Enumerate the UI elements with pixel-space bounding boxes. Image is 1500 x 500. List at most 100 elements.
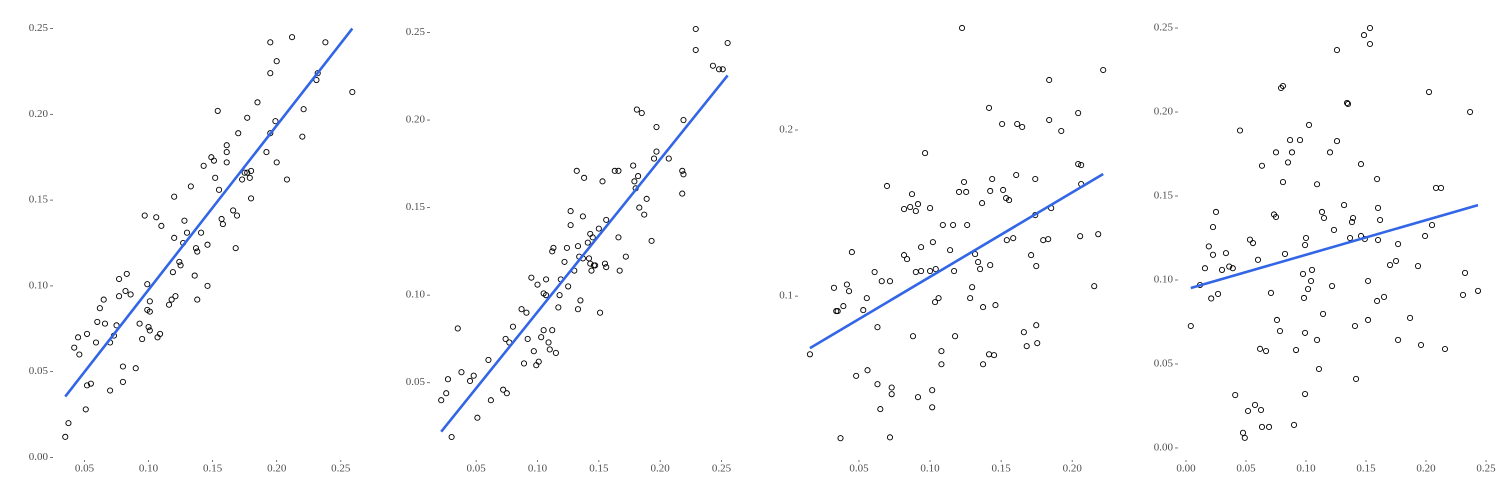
- point: [1461, 269, 1469, 276]
- y-tick-label: 0.00: [1154, 441, 1174, 453]
- point: [1212, 208, 1220, 216]
- point: [1365, 316, 1372, 324]
- point: [538, 334, 545, 341]
- point: [1249, 239, 1257, 247]
- point: [1386, 261, 1394, 269]
- point: [1244, 407, 1252, 415]
- y-tick-label: 0.10: [406, 289, 426, 301]
- point: [1257, 345, 1264, 352]
- point: [1348, 218, 1356, 226]
- point: [1075, 109, 1082, 117]
- point: [581, 174, 588, 181]
- point: [248, 195, 255, 202]
- point: [719, 66, 726, 73]
- point: [443, 390, 450, 397]
- x-tick-label: 0.25: [331, 463, 351, 475]
- point: [83, 330, 91, 337]
- point: [653, 148, 660, 155]
- point: [300, 106, 307, 113]
- point: [119, 378, 126, 385]
- point: [1284, 159, 1292, 166]
- point: [641, 211, 648, 218]
- point: [543, 292, 550, 299]
- y-tick-label: 0.25: [29, 22, 49, 34]
- point: [929, 404, 936, 411]
- point: [1395, 240, 1402, 248]
- point: [985, 351, 993, 358]
- point: [573, 167, 580, 174]
- point: [1293, 346, 1300, 354]
- y-tick-label: 0.15: [1154, 190, 1174, 202]
- point: [181, 217, 188, 224]
- point: [918, 244, 925, 251]
- fit-line: [1190, 203, 1479, 290]
- point: [679, 190, 686, 197]
- point: [878, 278, 885, 285]
- y-tick-label: 0.15: [29, 194, 49, 206]
- point: [1288, 149, 1296, 156]
- point: [204, 282, 211, 289]
- point: [830, 284, 838, 291]
- point: [584, 239, 591, 246]
- point: [503, 390, 510, 397]
- point: [980, 304, 987, 311]
- point: [62, 433, 69, 440]
- point: [107, 387, 114, 394]
- point: [444, 376, 451, 383]
- point: [912, 208, 919, 215]
- point: [248, 167, 255, 175]
- point: [900, 206, 908, 213]
- point: [267, 39, 274, 46]
- point: [244, 114, 251, 121]
- point: [843, 281, 850, 288]
- point: [616, 267, 623, 274]
- fit-line: [440, 74, 729, 433]
- point: [806, 351, 813, 358]
- point: [1374, 175, 1381, 183]
- point: [241, 169, 248, 176]
- point: [546, 346, 553, 353]
- point: [474, 414, 481, 421]
- point: [874, 324, 881, 331]
- point: [1003, 237, 1010, 244]
- point: [550, 244, 557, 251]
- y-tick-label: 0.25: [406, 26, 426, 38]
- y-tick-label: 0.1: [779, 290, 793, 302]
- y-tick-label: 0.20: [29, 108, 49, 120]
- point: [912, 268, 919, 276]
- point: [603, 216, 610, 223]
- point: [283, 176, 291, 183]
- point: [524, 335, 531, 342]
- point: [611, 167, 618, 174]
- point: [987, 262, 994, 269]
- point: [1033, 322, 1040, 329]
- point: [92, 339, 100, 346]
- fit-line: [809, 172, 1104, 350]
- point: [1100, 66, 1107, 74]
- point: [65, 420, 72, 427]
- point: [977, 266, 984, 273]
- point: [232, 245, 239, 252]
- x-tick-label: 0.05: [467, 463, 487, 475]
- point: [935, 295, 942, 302]
- point: [230, 207, 237, 214]
- point: [212, 174, 219, 181]
- point: [136, 320, 143, 327]
- point: [183, 229, 191, 236]
- point: [1006, 197, 1013, 204]
- point: [1467, 108, 1474, 116]
- x-tick-label: 0.10: [528, 463, 548, 475]
- point: [314, 70, 321, 77]
- point: [950, 221, 957, 229]
- point: [540, 327, 547, 334]
- point: [223, 142, 230, 149]
- point: [653, 124, 660, 131]
- point: [176, 258, 183, 265]
- point: [177, 262, 184, 269]
- point: [848, 249, 855, 256]
- x-tick-label: 0.05: [849, 463, 869, 475]
- point: [1357, 161, 1365, 168]
- point: [1305, 121, 1313, 129]
- point: [1315, 365, 1323, 373]
- point: [1374, 204, 1382, 211]
